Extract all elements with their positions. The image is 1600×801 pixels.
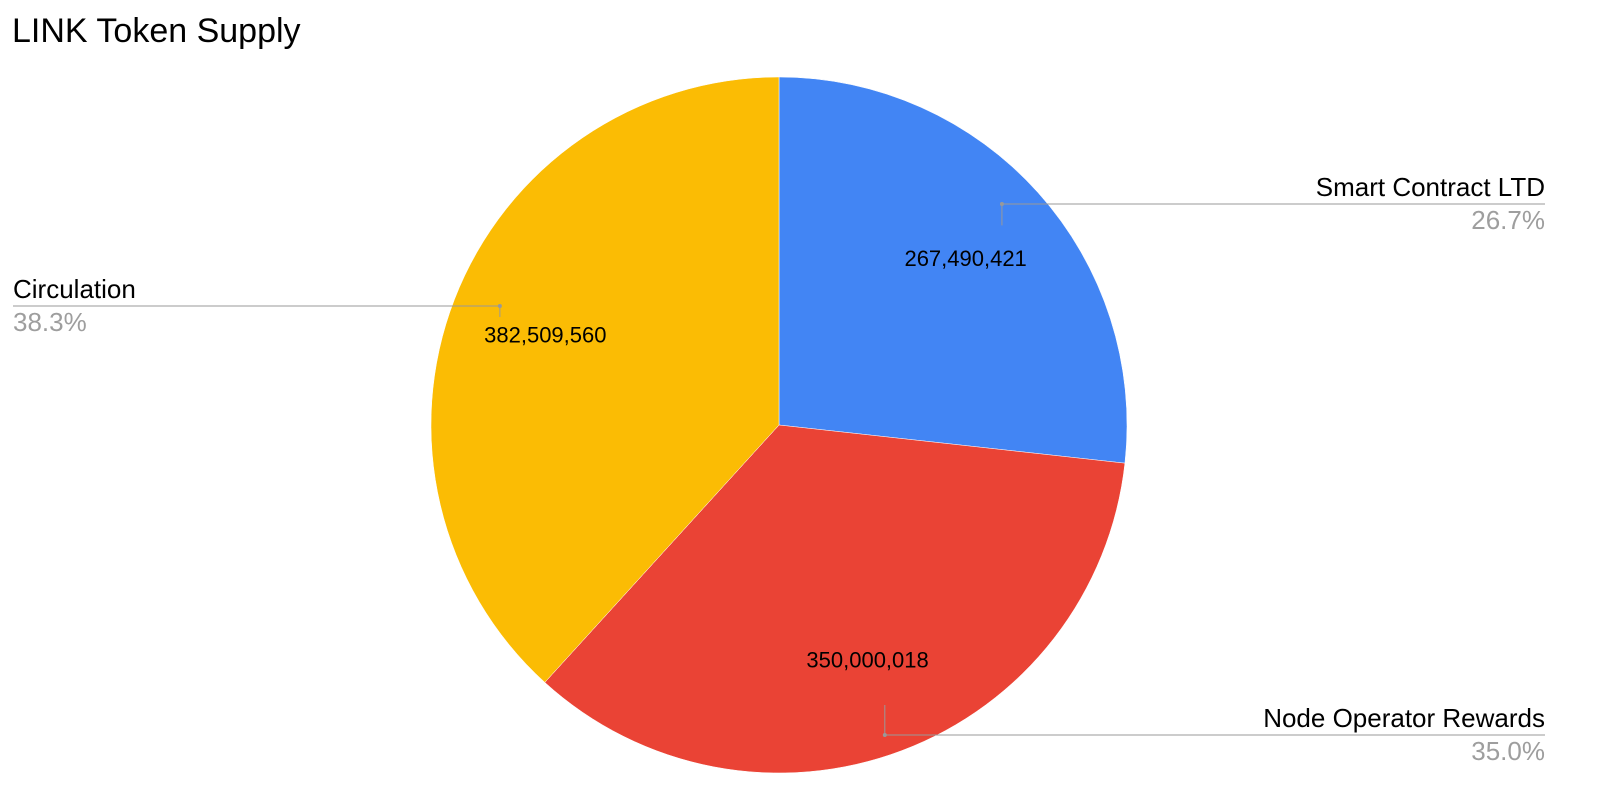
pie-slice-node-operator-rewards[interactable] <box>544 424 1126 774</box>
callout-anchor-dot <box>497 304 502 308</box>
callout-percent-circulation: 38.3% <box>13 307 87 337</box>
callout-leader-line <box>1001 203 1545 226</box>
pie-slice-circulation[interactable] <box>430 76 780 683</box>
callout-label-smart-contract-ltd: Smart Contract LTD <box>1316 172 1545 202</box>
callout-anchor-dot <box>882 733 887 737</box>
slice-value-label-node-operator-rewards: 350,000,018 <box>806 647 928 672</box>
slice-value-label-smart-contract-ltd: 267,490,421 <box>904 246 1026 271</box>
chart-title: LINK Token Supply <box>12 12 301 50</box>
callout-percent-smart-contract-ltd: 26.7% <box>1471 205 1545 235</box>
slice-value-label-circulation: 382,509,560 <box>484 323 606 348</box>
pie-slices <box>430 76 1128 774</box>
callout-percent-node-operator-rewards: 35.0% <box>1471 736 1545 766</box>
callout-anchor-dot <box>999 202 1004 206</box>
slice-value-labels: 267,490,421 350,000,018 382,509,560 <box>484 246 1027 673</box>
pie-slice-smart-contract-ltd[interactable] <box>778 76 1128 464</box>
callout-label-circulation: Circulation <box>13 274 136 304</box>
callout-label-node-operator-rewards: Node Operator Rewards <box>1263 703 1545 733</box>
